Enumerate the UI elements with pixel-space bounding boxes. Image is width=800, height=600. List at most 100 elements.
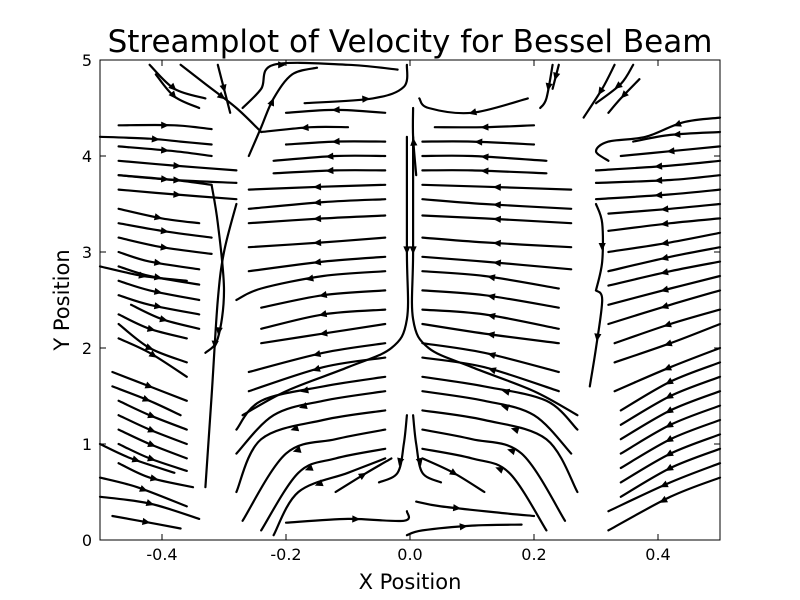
streamline-arrow <box>545 82 553 92</box>
streamline-arrow <box>474 138 483 146</box>
streamline <box>117 462 195 489</box>
streamline-arrow <box>159 315 168 323</box>
streamline-arrow <box>147 440 156 447</box>
streamline-arrow <box>492 215 502 223</box>
streamline-arrow <box>397 457 405 467</box>
streamline-arrow <box>215 326 223 336</box>
streamline <box>260 447 387 532</box>
streamline-arrow <box>452 504 462 512</box>
streamline-arrow <box>331 137 340 145</box>
streamline-arrow <box>486 331 495 339</box>
y-tick-label: 5 <box>82 51 92 70</box>
streamline-arrow <box>659 480 669 488</box>
streamline <box>607 202 722 215</box>
streamline-arrow <box>153 258 163 266</box>
streamline-arrow <box>415 457 423 467</box>
streamline <box>421 375 579 431</box>
streamline <box>415 500 536 518</box>
streamline-arrow <box>144 343 154 351</box>
streamline-arrow <box>507 448 516 456</box>
streamline <box>594 159 722 172</box>
streamline-arrow <box>331 106 340 114</box>
streamline <box>607 274 722 306</box>
streamline <box>421 322 560 345</box>
streamline-arrow <box>300 386 309 394</box>
x-axis-ticks: -0.4 -0.2 0.0 0.2 0.4 <box>146 60 671 564</box>
streamline-arrow <box>510 427 520 434</box>
streamline <box>594 174 722 184</box>
streamline-arrow <box>492 183 501 191</box>
streamline-arrow <box>141 394 151 402</box>
streamline-arrow <box>660 302 669 310</box>
streamline <box>421 428 567 522</box>
streamline-arrow <box>492 201 501 209</box>
streamline <box>241 135 410 417</box>
streamline <box>247 356 387 393</box>
streamline <box>241 61 399 110</box>
streamline-arrow <box>665 449 674 457</box>
streamline-arrow <box>598 86 606 96</box>
streamline-arrow <box>153 287 163 295</box>
y-tick-label: 3 <box>82 243 92 262</box>
streamline-arrow <box>139 485 148 492</box>
streamline-arrow <box>659 495 669 503</box>
streamline-arrow <box>449 468 458 476</box>
streamline-arrow <box>362 95 371 103</box>
chart-title: Streamplot of Velocity for Bessel Beam <box>108 24 713 60</box>
streamline <box>421 255 573 271</box>
streamline-arrow <box>660 219 669 228</box>
streamline-arrow <box>553 72 561 81</box>
streamline <box>235 270 387 302</box>
streamline <box>98 476 188 508</box>
streamline <box>607 260 722 287</box>
streamline <box>98 442 176 474</box>
streamline <box>117 123 213 131</box>
streamline <box>204 183 226 354</box>
streamline-arrow <box>267 97 275 107</box>
streamline <box>594 116 722 162</box>
streamline <box>204 202 238 489</box>
streamline-arrow <box>278 61 287 69</box>
streamline <box>247 236 387 249</box>
streamline-arrow <box>160 227 169 235</box>
streamline-arrow <box>144 381 154 389</box>
streamline-arrow <box>665 377 674 385</box>
streamline <box>117 313 188 340</box>
streamline-arrow <box>299 402 308 410</box>
streamline-arrow <box>665 435 674 443</box>
streamline-arrow <box>468 108 478 116</box>
streamline-arrow <box>487 352 496 360</box>
x-axis-label: X Position <box>359 570 462 594</box>
streamline <box>98 135 213 146</box>
streamline-arrow <box>660 285 669 293</box>
streamline <box>117 337 188 378</box>
streamline <box>594 63 635 105</box>
streamline <box>421 342 560 374</box>
streamline <box>247 214 387 225</box>
streamline-arrow <box>145 499 155 507</box>
streamline <box>247 255 387 273</box>
streamline <box>607 462 722 513</box>
streamline-arrow <box>147 425 156 433</box>
streamline-arrow <box>312 183 322 191</box>
streamline <box>421 140 536 146</box>
streamline <box>421 183 573 191</box>
streamline-arrow <box>620 90 629 99</box>
streamline <box>594 188 722 201</box>
streamline-arrow <box>660 268 669 276</box>
streamline <box>148 63 207 100</box>
streamline-arrow <box>660 205 669 213</box>
y-tick-label: 4 <box>82 147 92 166</box>
streamline-arrow <box>153 213 163 221</box>
streamline-arrow <box>312 198 322 206</box>
streamline-arrow <box>486 293 496 301</box>
streamline-arrow <box>313 238 322 247</box>
streamline <box>260 125 350 134</box>
streamline <box>247 342 387 374</box>
streamline-arrow <box>160 243 169 251</box>
streamline-arrow <box>495 466 505 474</box>
streamline <box>117 145 213 158</box>
x-tick-label: -0.2 <box>270 545 301 564</box>
streamline <box>405 523 523 537</box>
